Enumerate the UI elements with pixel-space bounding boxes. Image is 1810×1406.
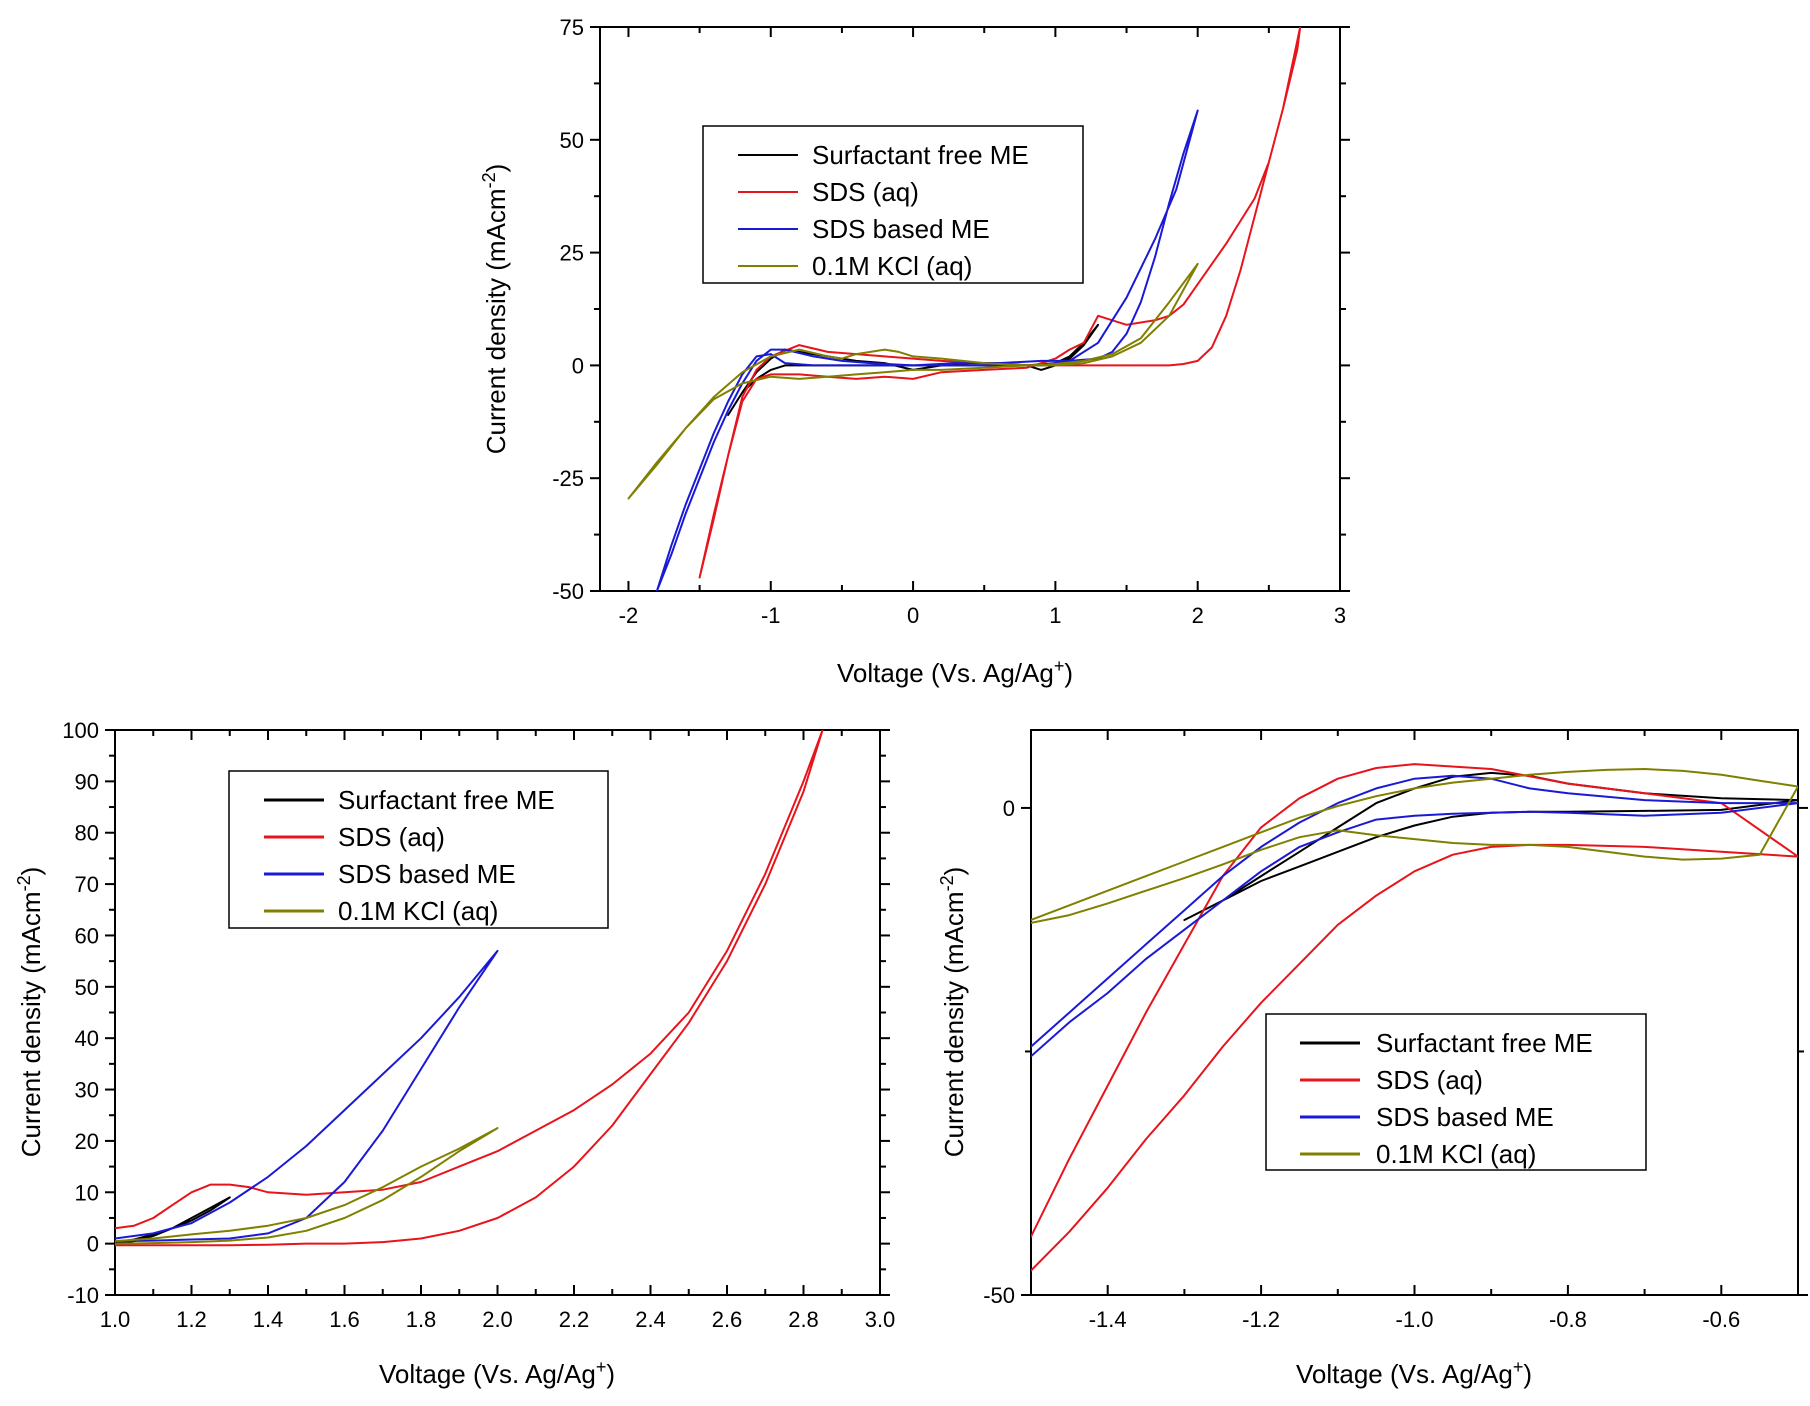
x-tick-label: -0.8	[1549, 1307, 1587, 1332]
y-tick-label: 50	[560, 128, 584, 153]
legend-label: SDS based ME	[812, 214, 990, 244]
legend: Surfactant free ME SDS (aq) SDS based ME…	[702, 125, 1084, 284]
series-line	[1183, 771, 1798, 921]
x-axis-label: Voltage (Vs. Ag/Ag+)	[837, 656, 1073, 688]
y-tick-label: 40	[75, 1026, 99, 1051]
y-tick-label: 0	[87, 1232, 99, 1257]
legend: Surfactant free ME SDS (aq) SDS based ME…	[1265, 1013, 1647, 1171]
y-axis-label: Current density (mAcm-2)	[479, 164, 511, 455]
top-chart: -2 -1 0 1 2 3 -50 -25 0 25 50 75 Voltage (Vs. Ag/Ag…	[479, 15, 1350, 688]
legend-label: Surfactant free ME	[1376, 1028, 1593, 1058]
x-tick-label: -1	[761, 603, 781, 628]
series-line	[698, 27, 1302, 579]
legend-box	[702, 125, 1084, 284]
y-axis-label: Current density (mAcm-2)	[14, 867, 46, 1158]
y-tick-label: 50	[75, 975, 99, 1000]
legend-label: SDS (aq)	[812, 177, 919, 207]
series-line	[115, 730, 824, 1247]
x-tick-label: 2.2	[559, 1307, 590, 1332]
x-tick-label: 1.4	[253, 1307, 284, 1332]
legend: Surfactant free ME SDS (aq) SDS based ME…	[228, 770, 609, 929]
x-tick-label: 3.0	[865, 1307, 896, 1332]
x-axis-label: Voltage (Vs. Ag/Ag+)	[1296, 1357, 1532, 1389]
y-tick-label: 60	[75, 923, 99, 948]
y-tick-label: 100	[62, 718, 99, 743]
x-axis-title: Voltage (Vs. Ag/Ag+)	[837, 656, 1073, 688]
series-line	[115, 949, 499, 1243]
series-line	[115, 1127, 499, 1245]
legend-label: Surfactant free ME	[812, 140, 1029, 170]
x-tick-label: 1.2	[176, 1307, 207, 1332]
x-tick-label: 2	[1192, 603, 1204, 628]
y-tick-label: 25	[560, 241, 584, 266]
bottom-right-chart: -1.4 -1.2 -1.0 -0.8 -0.6 -50 0 Voltage (Vs. Ag…	[937, 729, 1808, 1389]
series-line	[1031, 768, 1798, 924]
y-tick-label: -25	[552, 466, 584, 491]
bottom-left-chart: 1.0 1.2 1.4 1.6 1.8 2.0 2.2 2.4 2.6 2.8 3.0 -10 0 10 2…	[14, 718, 895, 1389]
y-tick-label: 30	[75, 1078, 99, 1103]
legend-label: SDS based ME	[338, 859, 516, 889]
legend-label: 0.1M KCl (aq)	[812, 251, 972, 281]
legend-box	[228, 770, 609, 929]
x-axis-title: Voltage (Vs. Ag/Ag+)	[379, 1357, 615, 1389]
y-axis-label: Current density (mAcm-2)	[937, 867, 969, 1158]
series-line	[627, 262, 1199, 500]
x-tick-label: 1.8	[406, 1307, 437, 1332]
y-tick-label: 0	[572, 353, 584, 378]
x-tick-label: -1.2	[1242, 1307, 1280, 1332]
legend-label: SDS (aq)	[1376, 1065, 1483, 1095]
x-tick-label: 2.6	[712, 1307, 743, 1332]
x-tick-label: 1.6	[329, 1307, 360, 1332]
x-axis-title: Voltage (Vs. Ag/Ag+)	[1296, 1357, 1532, 1389]
y-tick-label: 0	[1003, 796, 1015, 821]
y-tick-label: 90	[75, 769, 99, 794]
y-tick-label: 20	[75, 1129, 99, 1154]
x-tick-label: 3	[1334, 603, 1346, 628]
legend-label: SDS (aq)	[338, 822, 445, 852]
x-tick-label: 2.4	[635, 1307, 666, 1332]
y-tick-label: -10	[67, 1283, 99, 1308]
y-tick-label: 70	[75, 872, 99, 897]
x-axis-label: Voltage (Vs. Ag/Ag+)	[379, 1357, 615, 1389]
y-axis-title: Current density (mAcm-2)	[479, 164, 511, 455]
series-line	[1031, 774, 1798, 1058]
x-tick-label: 1	[1049, 603, 1061, 628]
legend-label: Surfactant free ME	[338, 785, 555, 815]
x-tick-label: -0.6	[1702, 1307, 1740, 1332]
y-axis-title: Current density (mAcm-2)	[937, 867, 969, 1158]
x-tick-label: 0	[907, 603, 919, 628]
x-tick-label: -1.4	[1089, 1307, 1127, 1332]
y-tick-label: 80	[75, 821, 99, 846]
x-tick-label: 1.0	[100, 1307, 131, 1332]
legend-label: 0.1M KCl (aq)	[1376, 1139, 1536, 1169]
legend-label: 0.1M KCl (aq)	[338, 896, 498, 926]
y-axis-title: Current density (mAcm-2)	[14, 867, 46, 1158]
x-tick-label: -1.0	[1396, 1307, 1434, 1332]
y-tick-label: 10	[75, 1180, 99, 1205]
y-tick-label: -50	[983, 1283, 1015, 1308]
y-tick-label: 75	[560, 15, 584, 40]
x-tick-label: 2.8	[788, 1307, 819, 1332]
legend-box	[1265, 1013, 1647, 1171]
series-line	[655, 109, 1199, 591]
x-tick-label: 2.0	[482, 1307, 513, 1332]
y-tick-label: -50	[552, 579, 584, 604]
legend-label: SDS based ME	[1376, 1102, 1554, 1132]
x-tick-label: -2	[619, 603, 639, 628]
